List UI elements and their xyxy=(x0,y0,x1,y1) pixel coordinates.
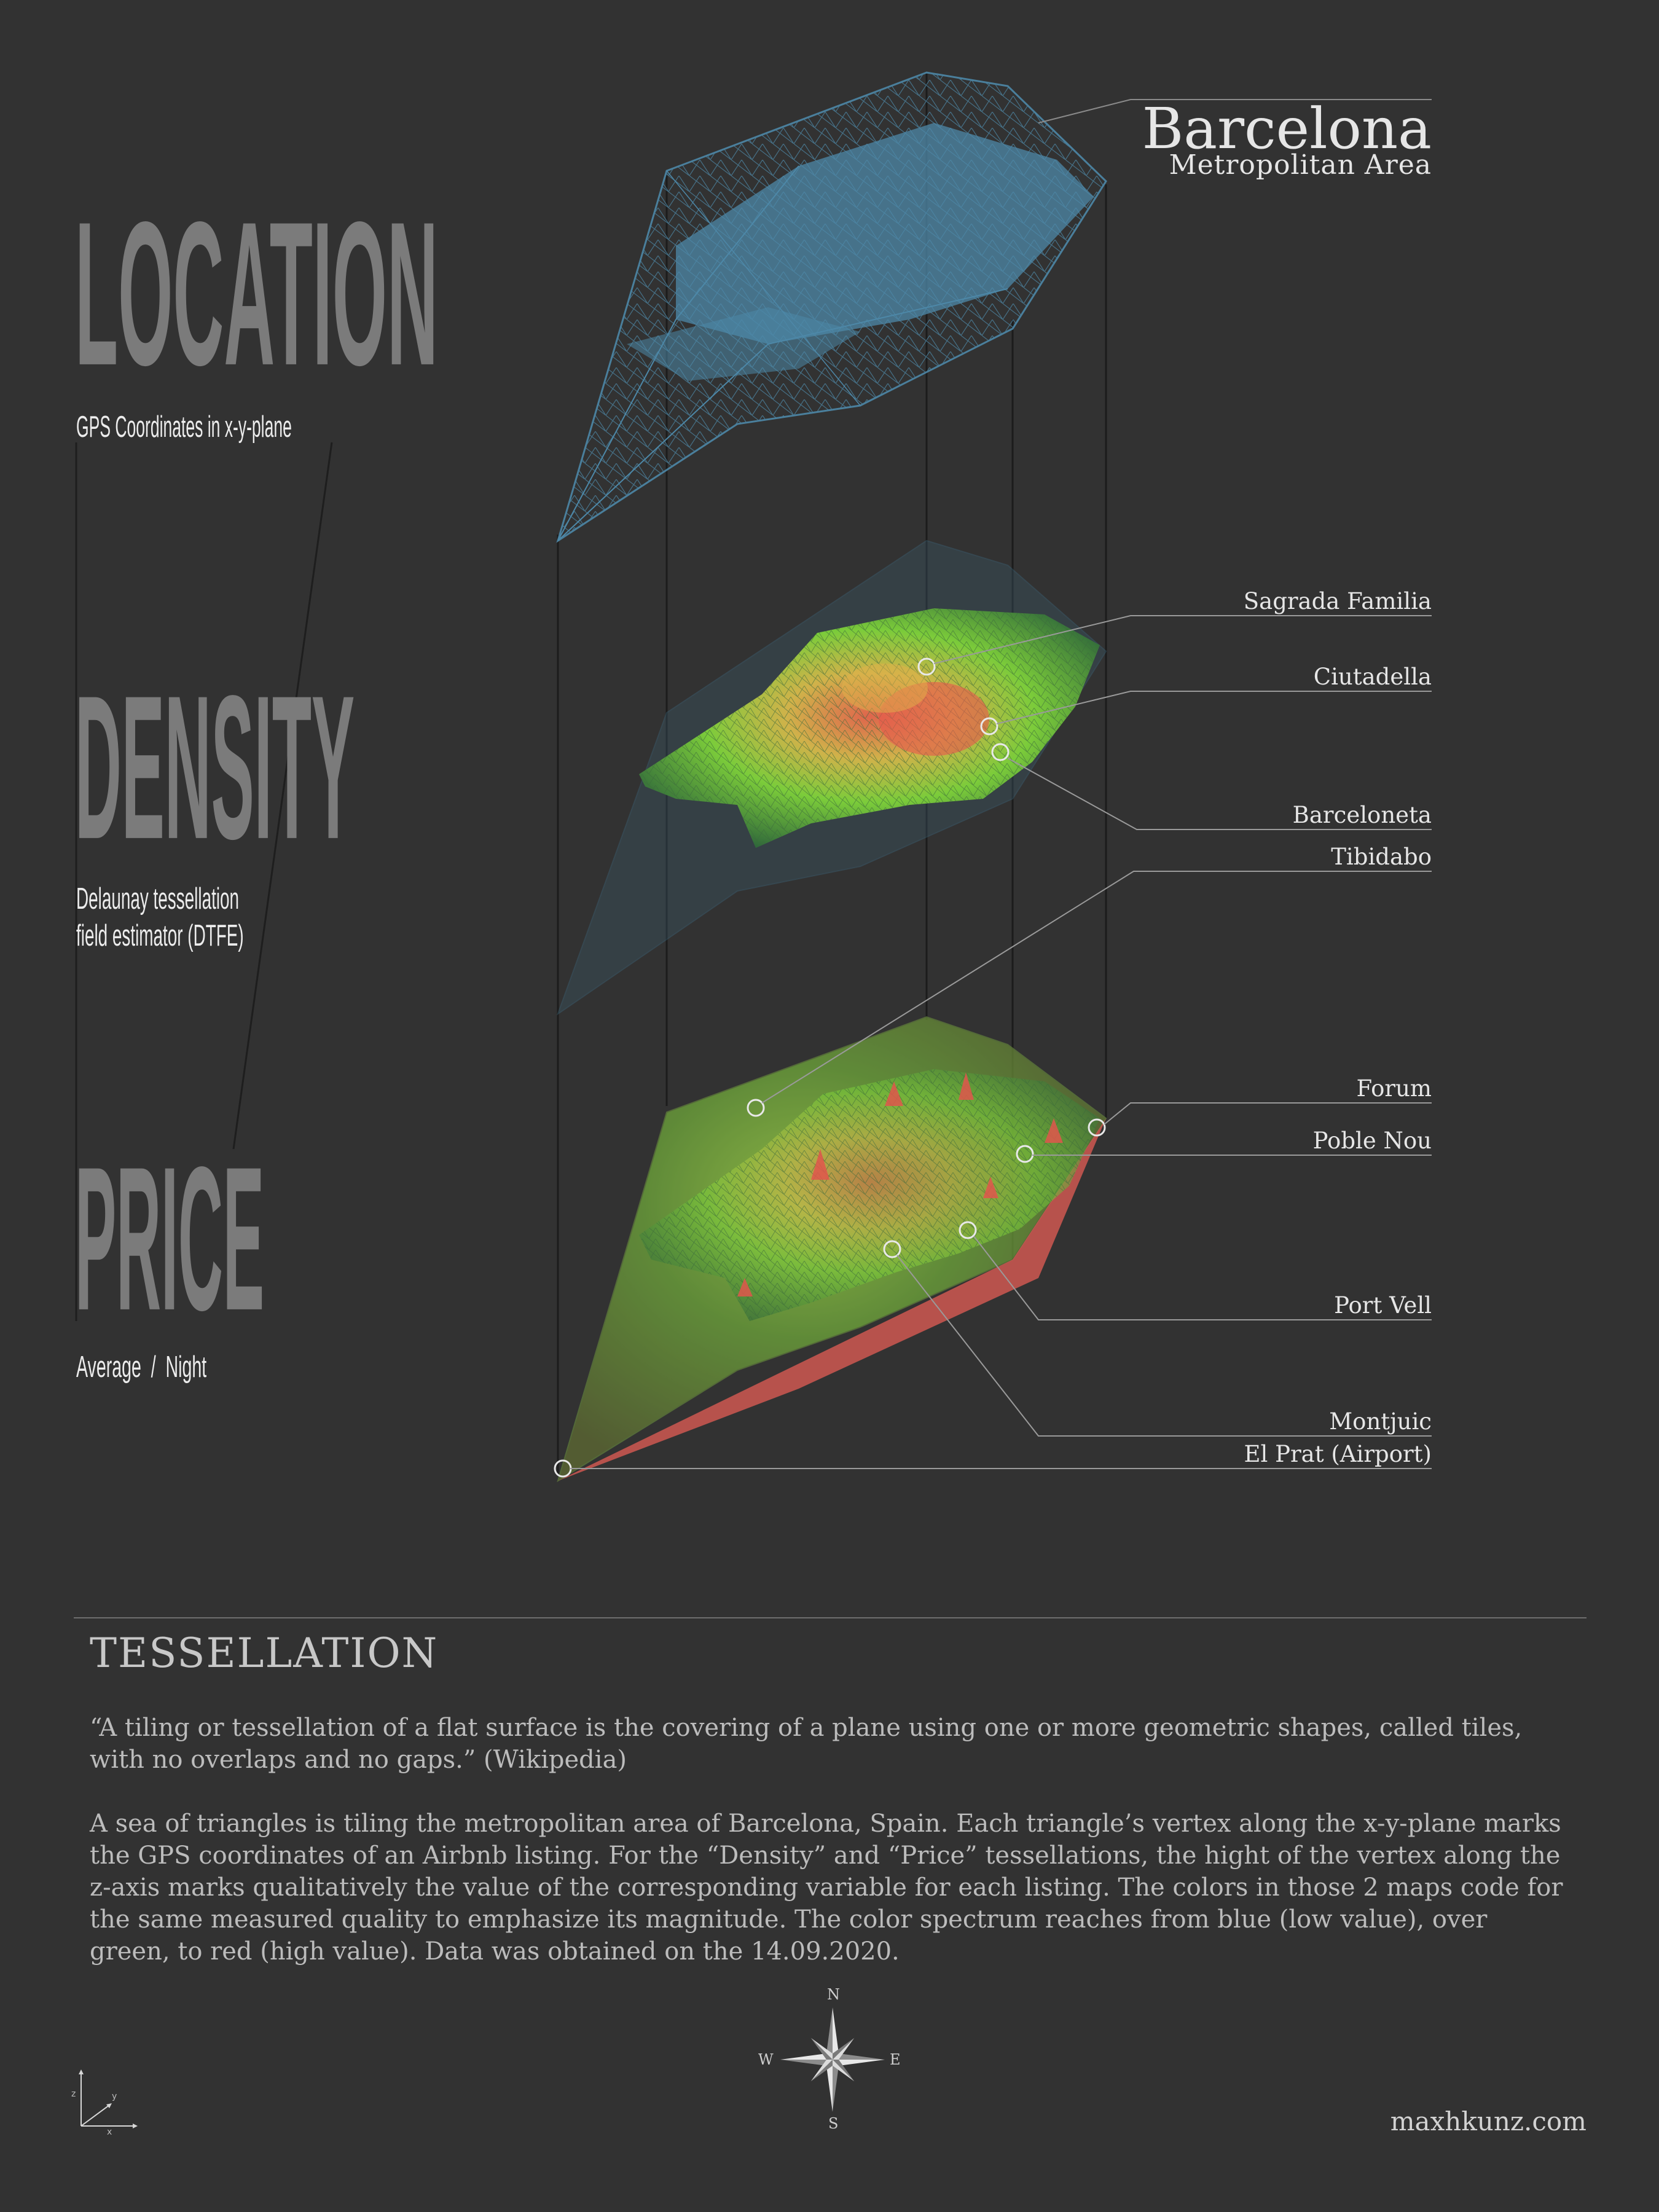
leader-lines xyxy=(570,615,1432,1469)
marker-montjuic xyxy=(883,1240,901,1258)
page-subtitle: Metropolitan Area xyxy=(1169,149,1432,181)
label-montjuic: Montjuic xyxy=(1329,1408,1432,1435)
label-airport: El Prat (Airport) xyxy=(1244,1441,1432,1467)
axis-label-y: y xyxy=(112,2092,117,2101)
page-title: Barcelona xyxy=(1142,96,1432,162)
side-bracket xyxy=(75,442,333,1321)
compass-s: S xyxy=(828,2115,839,2132)
marker-tibidabo xyxy=(747,1099,765,1117)
density-heading: DENSITY xyxy=(75,652,355,882)
compass-e: E xyxy=(890,2051,901,2068)
label-tibidabo: Tibidabo xyxy=(1331,844,1432,870)
label-port-vell: Port Vell xyxy=(1334,1292,1432,1319)
compass-rose-icon xyxy=(780,2007,885,2112)
xyz-axes-icon xyxy=(79,2069,138,2128)
location-layer xyxy=(556,71,1107,543)
marker-forum xyxy=(1088,1118,1106,1137)
location-caption: GPS Coordinates in x-y-plane xyxy=(76,410,292,444)
density-caption-line2: field estimator (DTFE) xyxy=(76,919,244,953)
label-forum: Forum xyxy=(1356,1075,1432,1102)
price-caption: Average / Night xyxy=(76,1350,207,1384)
density-caption-line1: Delaunay tessellation xyxy=(76,882,240,916)
price-heading: PRICE xyxy=(75,1123,265,1354)
label-sagrada-familia: Sagrada Familia xyxy=(1243,588,1432,614)
axis-label-z: z xyxy=(71,2089,76,2099)
label-ciutadella: Ciutadella xyxy=(1313,664,1432,690)
section-divider xyxy=(74,1617,1586,1618)
body-paragraph: A sea of triangles is tiling the metropo… xyxy=(90,1810,1563,1966)
compass-n: N xyxy=(827,1986,840,2003)
density-layer xyxy=(557,539,1107,1016)
label-poble-nou: Poble Nou xyxy=(1312,1128,1432,1154)
marker-port-vell xyxy=(959,1221,977,1239)
location-heading: LOCATION xyxy=(75,178,438,409)
marker-ciutadella xyxy=(980,717,998,735)
axes-widget: x y z xyxy=(69,2065,149,2138)
label-barceloneta: Barceloneta xyxy=(1292,802,1432,828)
compass-w: W xyxy=(758,2051,774,2068)
price-layer xyxy=(557,1016,1107,1483)
title-leader xyxy=(1038,99,1432,124)
marker-sagrada-familia xyxy=(917,657,936,676)
marker-barceloneta xyxy=(991,743,1010,761)
compass: N S E W xyxy=(758,1985,901,2132)
tessellation-artwork xyxy=(75,71,1432,1483)
quote-paragraph: “A tiling or tessellation of a flat surf… xyxy=(90,1714,1523,1774)
section-title: TESSELLATION xyxy=(90,1630,439,1677)
axis-label-x: x xyxy=(107,2127,112,2137)
website-link[interactable]: maxhkunz.com xyxy=(1390,2106,1586,2136)
marker-poble-nou xyxy=(1016,1145,1034,1163)
